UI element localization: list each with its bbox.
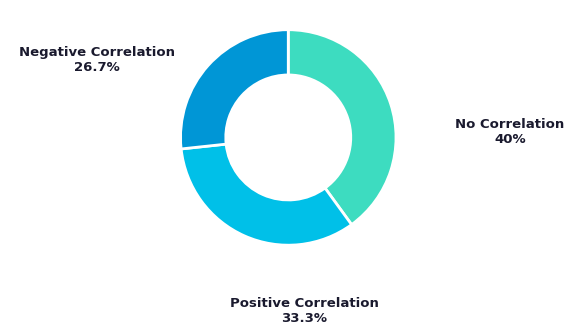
Text: No Correlation
40%: No Correlation 40%	[455, 118, 564, 146]
Text: Negative Correlation
26.7%: Negative Correlation 26.7%	[19, 46, 175, 74]
Wedge shape	[288, 30, 396, 225]
Text: Positive Correlation
33.3%: Positive Correlation 33.3%	[230, 297, 379, 325]
Wedge shape	[181, 144, 351, 245]
Wedge shape	[180, 30, 288, 149]
